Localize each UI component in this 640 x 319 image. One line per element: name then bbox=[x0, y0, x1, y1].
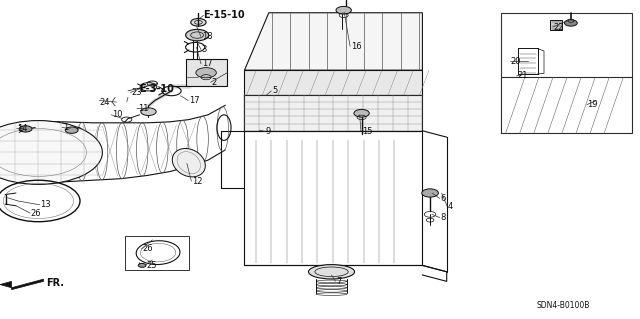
Text: 26: 26 bbox=[142, 244, 153, 253]
Circle shape bbox=[354, 109, 369, 117]
Text: 4: 4 bbox=[448, 202, 453, 211]
Bar bbox=[244, 95, 422, 131]
Circle shape bbox=[19, 126, 32, 132]
Polygon shape bbox=[244, 13, 422, 70]
Text: E-3-10: E-3-10 bbox=[140, 84, 174, 94]
Text: 22: 22 bbox=[554, 23, 564, 32]
Text: 17: 17 bbox=[189, 96, 200, 105]
Circle shape bbox=[65, 127, 78, 133]
Text: 18: 18 bbox=[202, 32, 212, 41]
Circle shape bbox=[564, 20, 577, 26]
Text: 2: 2 bbox=[211, 78, 216, 87]
Text: 6: 6 bbox=[440, 194, 445, 203]
Circle shape bbox=[138, 263, 146, 267]
Circle shape bbox=[141, 108, 156, 115]
Circle shape bbox=[196, 68, 216, 78]
Text: 12: 12 bbox=[192, 177, 202, 186]
Circle shape bbox=[422, 189, 438, 197]
Text: 11: 11 bbox=[138, 104, 148, 113]
Text: 9: 9 bbox=[266, 127, 271, 136]
Text: 8: 8 bbox=[440, 213, 445, 222]
Text: 15: 15 bbox=[362, 127, 372, 136]
Text: 24: 24 bbox=[99, 98, 109, 107]
Text: 10: 10 bbox=[112, 110, 122, 119]
Text: 13: 13 bbox=[40, 200, 51, 209]
Text: 20: 20 bbox=[511, 57, 521, 66]
Polygon shape bbox=[244, 70, 422, 96]
Bar bbox=[186, 59, 227, 86]
Text: E-15-10: E-15-10 bbox=[204, 10, 245, 20]
Bar bbox=[550, 20, 562, 30]
Text: SDN4-B0100B: SDN4-B0100B bbox=[536, 301, 589, 310]
Ellipse shape bbox=[308, 265, 355, 279]
Text: 16: 16 bbox=[351, 42, 362, 51]
Bar bbox=[125, 236, 189, 270]
Text: 5: 5 bbox=[272, 86, 277, 95]
Text: 1: 1 bbox=[63, 123, 68, 132]
Circle shape bbox=[186, 29, 209, 41]
Text: 26: 26 bbox=[31, 209, 42, 218]
Circle shape bbox=[191, 19, 206, 26]
Polygon shape bbox=[12, 279, 44, 290]
Text: 7: 7 bbox=[336, 277, 341, 286]
Circle shape bbox=[336, 6, 351, 14]
Text: 17: 17 bbox=[202, 59, 212, 68]
Text: 23: 23 bbox=[131, 88, 142, 97]
Text: 21: 21 bbox=[517, 71, 527, 80]
Text: 19: 19 bbox=[588, 100, 598, 109]
Text: 25: 25 bbox=[146, 261, 156, 270]
Text: FR.: FR. bbox=[46, 278, 64, 288]
Circle shape bbox=[0, 121, 102, 184]
Text: 14: 14 bbox=[17, 124, 28, 133]
Text: 3: 3 bbox=[202, 45, 207, 54]
Polygon shape bbox=[0, 281, 12, 288]
Ellipse shape bbox=[172, 148, 205, 177]
Bar bbox=[501, 13, 632, 133]
